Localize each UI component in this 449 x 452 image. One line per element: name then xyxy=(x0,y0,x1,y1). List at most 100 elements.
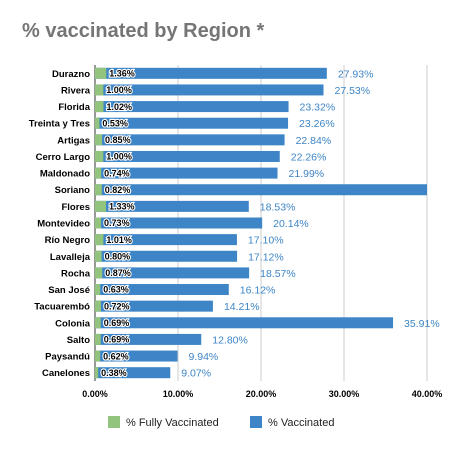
data-label-vaccinated: 16.12% xyxy=(240,285,276,297)
category-label: Canelones xyxy=(42,368,90,379)
x-tick-label: 40.00% xyxy=(412,389,443,399)
category-label: Artigas xyxy=(57,135,90,146)
category-label: Florida xyxy=(58,102,90,113)
data-label-vaccinated: 17.10% xyxy=(248,235,284,247)
data-label-vaccinated: 17.12% xyxy=(248,251,284,263)
bar-fully-vaccinated xyxy=(95,117,100,129)
bar-fully-vaccinated xyxy=(95,284,101,296)
bar-vaccinated xyxy=(95,300,213,312)
bar-vaccinated xyxy=(95,267,250,279)
category-label: Río Negro xyxy=(45,235,91,246)
bar-fully-vaccinated xyxy=(95,234,104,246)
category-label: Soriano xyxy=(55,185,91,196)
bar-fully-vaccinated xyxy=(95,167,102,179)
data-label-fully-vaccinated: 1.00% xyxy=(106,152,132,162)
data-label-fully-vaccinated: 0.69% xyxy=(104,318,130,328)
bar-vaccinated xyxy=(95,367,171,379)
bar-fully-vaccinated xyxy=(95,184,102,196)
bar-vaccinated xyxy=(95,167,278,179)
category-label: Rivera xyxy=(61,85,91,96)
data-label-vaccinated: 12.80% xyxy=(212,334,248,346)
bar-vaccinated xyxy=(95,84,324,96)
data-label-fully-vaccinated: 1.02% xyxy=(106,102,132,112)
data-label-vaccinated: 22.26% xyxy=(291,151,327,163)
data-label-fully-vaccinated: 0.73% xyxy=(104,218,130,228)
bar-vaccinated xyxy=(95,250,238,262)
bar-vaccinated xyxy=(95,101,289,113)
bar-fully-vaccinated xyxy=(95,317,101,329)
category-label: Rocha xyxy=(61,268,91,279)
bar-fully-vaccinated xyxy=(95,367,99,379)
x-tick-label: 30.00% xyxy=(329,389,360,399)
category-label: Lavalleja xyxy=(50,252,91,263)
bar-fully-vaccinated xyxy=(95,350,101,362)
data-label-fully-vaccinated: 0.38% xyxy=(101,368,127,378)
data-label-fully-vaccinated: 1.36% xyxy=(109,69,135,79)
bar-vaccinated xyxy=(95,184,427,196)
bar-fully-vaccinated xyxy=(95,101,104,113)
category-label: Cerro Largo xyxy=(36,152,91,163)
x-tick-label: 20.00% xyxy=(246,389,277,399)
bar-vaccinated xyxy=(95,350,178,362)
bar-fully-vaccinated xyxy=(95,134,103,146)
data-label-vaccinated: 21.99% xyxy=(289,168,325,180)
bar-vaccinated xyxy=(95,317,394,329)
x-tick-label: 0.00% xyxy=(82,389,108,399)
category-label: Paysandú xyxy=(45,352,90,363)
legend-swatch xyxy=(250,416,262,428)
data-label-fully-vaccinated: 0.62% xyxy=(103,351,129,361)
bar-vaccinated xyxy=(95,150,280,162)
category-label: Treinta y Tres xyxy=(29,119,90,130)
data-label-vaccinated: 20.14% xyxy=(273,218,309,230)
legend-label: % Vaccinated xyxy=(268,417,334,429)
data-label-vaccinated: 35.91% xyxy=(404,318,440,330)
data-label-fully-vaccinated: 0.72% xyxy=(104,301,130,311)
data-label-vaccinated: 18.57% xyxy=(260,268,296,280)
data-label-vaccinated: 27.53% xyxy=(334,85,370,97)
bar-vaccinated xyxy=(95,67,327,79)
data-label-fully-vaccinated: 0.80% xyxy=(105,251,131,261)
data-label-vaccinated: 23.26% xyxy=(299,118,335,130)
bar-fully-vaccinated xyxy=(95,150,104,162)
data-label-vaccinated: 9.07% xyxy=(181,368,211,380)
data-label-fully-vaccinated: 0.82% xyxy=(105,185,131,195)
bar-vaccinated xyxy=(95,284,229,296)
data-label-vaccinated: 23.32% xyxy=(300,102,336,114)
category-label: Tacuarembó xyxy=(34,302,90,313)
category-label: Flores xyxy=(61,202,90,213)
bar-vaccinated xyxy=(95,117,289,129)
data-label-fully-vaccinated: 0.87% xyxy=(105,268,131,278)
data-label-fully-vaccinated: 0.85% xyxy=(105,135,131,145)
bar-fully-vaccinated xyxy=(95,84,104,96)
data-label-fully-vaccinated: 0.63% xyxy=(103,285,129,295)
bar-vaccinated xyxy=(95,200,249,212)
data-label-fully-vaccinated: 1.00% xyxy=(106,85,132,95)
x-tick-label: 10.00% xyxy=(163,389,194,399)
category-label: Maldonado xyxy=(40,169,90,180)
data-label-vaccinated: 18.53% xyxy=(260,201,296,213)
bar-vaccinated xyxy=(95,333,202,345)
category-label: Durazno xyxy=(52,69,90,80)
data-label-fully-vaccinated: 0.74% xyxy=(104,168,130,178)
bar-fully-vaccinated xyxy=(95,267,103,279)
category-label: Montevideo xyxy=(37,219,90,230)
category-label: Salto xyxy=(67,335,90,346)
data-label-vaccinated: 14.21% xyxy=(224,301,260,313)
data-label-fully-vaccinated: 0.69% xyxy=(104,335,130,345)
bar-vaccinated xyxy=(95,134,285,146)
bar-fully-vaccinated xyxy=(95,67,107,79)
bar-fully-vaccinated xyxy=(95,250,102,262)
data-label-vaccinated: 9.94% xyxy=(189,351,219,363)
legend-swatch xyxy=(108,416,120,428)
data-label-fully-vaccinated: 1.01% xyxy=(106,235,132,245)
bar-fully-vaccinated xyxy=(95,300,101,312)
category-label: Colonia xyxy=(55,318,91,329)
category-label: San José xyxy=(48,285,90,296)
data-label-fully-vaccinated: 1.33% xyxy=(109,202,135,212)
bar-fully-vaccinated xyxy=(95,200,107,212)
bar-vaccinated xyxy=(95,217,263,229)
data-label-fully-vaccinated: 0.53% xyxy=(102,118,128,128)
bar-fully-vaccinated xyxy=(95,333,101,345)
